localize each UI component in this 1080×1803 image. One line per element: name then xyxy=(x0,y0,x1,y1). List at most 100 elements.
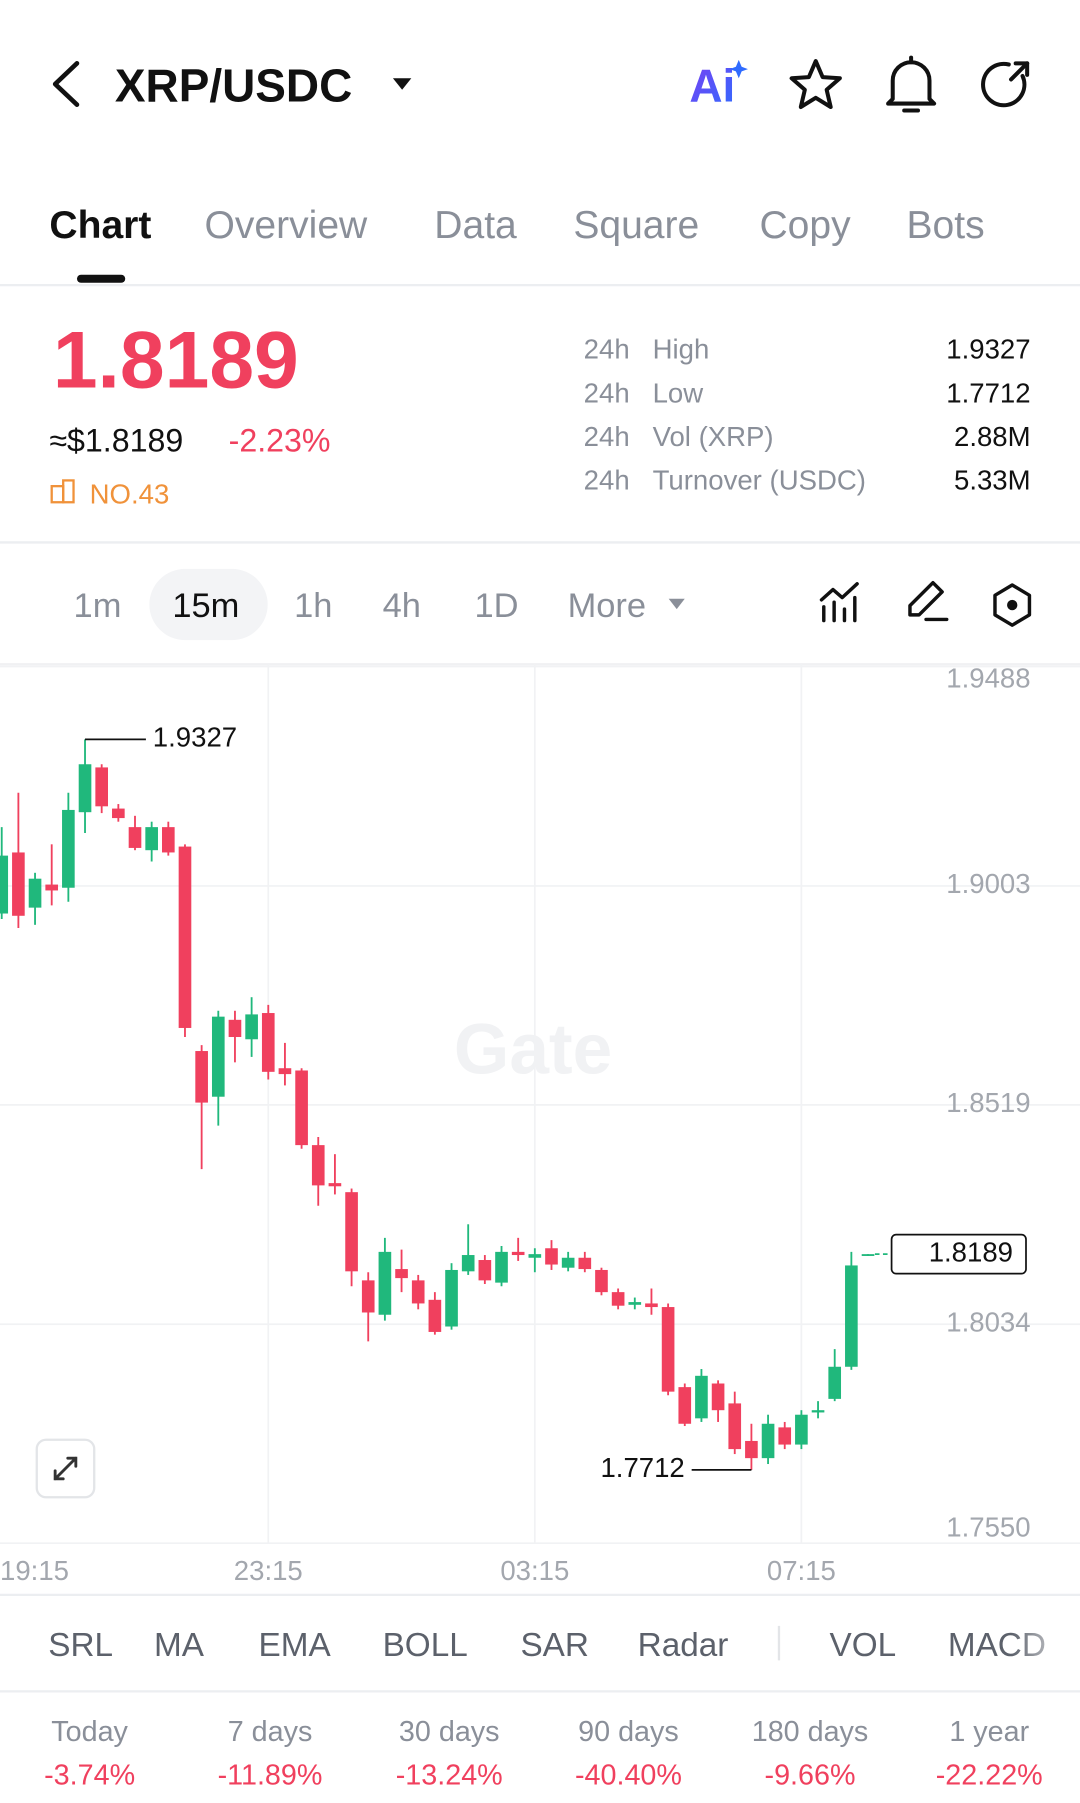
performance-change: -3.74% xyxy=(44,1759,135,1791)
tab[interactable]: Chart xyxy=(49,204,151,247)
tab-bar: Chart Overview Data Square Copy Bots xyxy=(49,204,984,247)
performance-period: 30 days xyxy=(399,1716,500,1748)
candle-body xyxy=(728,1403,742,1450)
candle-body xyxy=(378,1251,392,1315)
favorite-icon[interactable] xyxy=(789,59,842,110)
candle-body xyxy=(261,1013,275,1072)
refresh-icon[interactable] xyxy=(981,61,1030,108)
stat-label: Low xyxy=(653,377,704,408)
indicator[interactable]: EMA xyxy=(259,1627,332,1664)
candle-body xyxy=(95,767,108,807)
plot-area xyxy=(0,739,875,1470)
interval[interactable]: 1D xyxy=(475,587,519,625)
rank[interactable]: NO.43 xyxy=(90,478,170,509)
candle-body xyxy=(828,1366,842,1399)
candle-body xyxy=(112,808,125,819)
pair-title[interactable]: XRP/USDC xyxy=(115,59,352,111)
interval[interactable]: 4h xyxy=(383,587,421,625)
indicator[interactable]: SAR xyxy=(520,1627,588,1664)
indicator[interactable]: VOL xyxy=(830,1627,897,1664)
candle-body xyxy=(12,852,25,916)
x-tick-label: 03:15 xyxy=(500,1555,569,1586)
interval[interactable]: 1m xyxy=(74,587,122,625)
indicator[interactable]: BOLL xyxy=(383,1627,468,1664)
alert-icon[interactable] xyxy=(886,55,937,113)
indicator[interactable]: Radar xyxy=(638,1627,729,1664)
candle-body xyxy=(128,827,142,848)
back-button[interactable] xyxy=(52,61,80,108)
tab[interactable]: Data xyxy=(434,204,517,247)
stat-label: Vol (XRP) xyxy=(653,421,774,452)
candle-body xyxy=(795,1414,808,1445)
indicator[interactable]: MA xyxy=(154,1627,205,1664)
expand-icon xyxy=(53,1456,78,1481)
stat-value: 1.9327 xyxy=(946,334,1030,365)
tab[interactable]: Square xyxy=(573,204,699,247)
pair-dropdown[interactable] xyxy=(392,78,412,90)
performance-change: -13.24% xyxy=(396,1759,503,1791)
price-change: -2.23% xyxy=(229,423,331,459)
candle-body xyxy=(695,1375,708,1419)
candle-body xyxy=(211,1016,225,1097)
usd-price: ≈$1.8189 xyxy=(49,423,183,459)
indicator-icon[interactable] xyxy=(819,582,859,623)
draw-icon[interactable] xyxy=(908,580,949,622)
selected-interval-pill xyxy=(149,568,268,641)
interval[interactable]: 15m xyxy=(172,587,239,625)
performance-period: 1 year xyxy=(949,1716,1029,1748)
candle-body xyxy=(295,1070,308,1146)
interval[interactable]: 1h xyxy=(294,587,332,625)
x-tick-label: 07:15 xyxy=(767,1555,836,1586)
candle-body xyxy=(445,1269,458,1327)
performance-row: Today -3.74% 7 days -11.89% 30 days -13.24% 90… xyxy=(44,1716,1043,1792)
candle-body xyxy=(245,1014,258,1040)
candle-body xyxy=(395,1269,408,1279)
tab[interactable]: Bots xyxy=(907,204,985,247)
performance-period: 180 days xyxy=(752,1716,869,1748)
more-dropdown[interactable] xyxy=(668,598,685,610)
scroll-fade xyxy=(1011,1608,1080,1678)
candle-body xyxy=(428,1299,442,1332)
interval-bar: 1m 15m 1h 4h 1D More xyxy=(74,587,647,625)
stat-period: 24h xyxy=(584,377,630,408)
candle-body xyxy=(678,1387,692,1424)
stat-value: 2.88M xyxy=(954,421,1031,452)
interval[interactable]: More xyxy=(568,587,647,625)
candlestick-chart: Gate 1.7550 1.8034 1.8519 1.9003 1.9488 19:15 2… xyxy=(0,663,1080,1586)
candle-body xyxy=(345,1192,358,1272)
candle-body xyxy=(78,764,92,813)
candle-body xyxy=(178,846,192,1028)
tab[interactable]: Overview xyxy=(205,204,369,247)
candle-body xyxy=(28,878,42,908)
x-tick-label: 19:15 xyxy=(0,1555,69,1586)
stats: 24h High 1.9327 24h Low 1.7712 24h Vol (XRP) 2.8… xyxy=(584,334,1031,496)
ai-button[interactable]: Ai xyxy=(689,59,735,111)
candle-body xyxy=(411,1280,425,1304)
candle-body xyxy=(0,855,9,914)
active-tab-indicator xyxy=(76,274,126,283)
indicator[interactable]: SRL xyxy=(48,1627,113,1664)
last-price-tag xyxy=(890,1233,1027,1275)
tab[interactable]: Copy xyxy=(759,204,851,247)
settings-icon[interactable] xyxy=(993,583,1032,627)
candle-body xyxy=(661,1307,675,1392)
stat-period: 24h xyxy=(584,465,630,496)
high-marker-label: 1.9327 xyxy=(153,722,237,753)
candle-body xyxy=(495,1251,508,1283)
stat-label: High xyxy=(653,334,710,365)
stat-period: 24h xyxy=(584,334,630,365)
stat-value: 5.33M xyxy=(954,465,1031,496)
candle-body xyxy=(595,1269,608,1293)
low-marker-label: 1.7712 xyxy=(600,1452,684,1483)
candle-body xyxy=(195,1051,208,1103)
candle-body xyxy=(328,1183,342,1187)
candle-body xyxy=(778,1427,792,1445)
candle-body xyxy=(545,1248,558,1265)
candle-body xyxy=(461,1255,475,1272)
y-tick-label: 1.9488 xyxy=(946,663,1030,694)
candle-body xyxy=(361,1280,375,1313)
candle-body xyxy=(578,1257,592,1270)
